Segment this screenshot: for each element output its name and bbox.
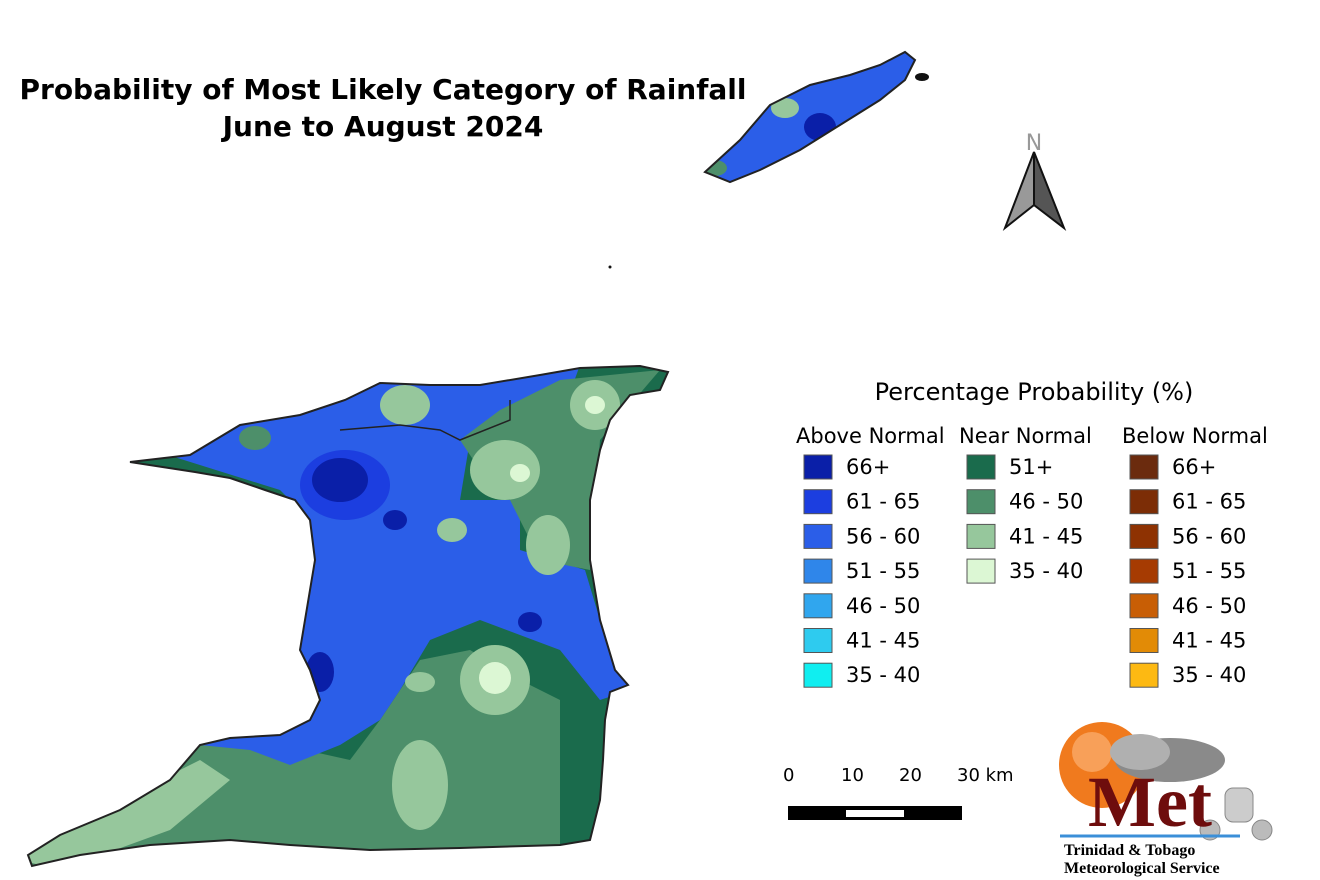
legend-label: 61 - 65 xyxy=(846,490,920,514)
legend-label: 51 - 55 xyxy=(846,559,920,583)
legend-label: 41 - 45 xyxy=(1172,629,1246,653)
legend: Above Normal 66+ 61 - 65 56 - 60 51 - 55 46 -… xyxy=(796,424,1268,688)
legend-swatch xyxy=(803,558,833,584)
legend-swatch xyxy=(1129,454,1159,480)
tobago-outline xyxy=(703,50,917,184)
legend-swatch xyxy=(803,593,833,619)
legend-swatch xyxy=(966,558,996,584)
legend-swatch xyxy=(803,523,833,549)
legend-group: Below Normal xyxy=(1122,424,1268,448)
islet xyxy=(915,73,929,81)
legend-label: 41 - 45 xyxy=(1009,524,1083,548)
logo-line1: Trinidad & Tobago xyxy=(1064,842,1195,859)
legend-group: Near Normal xyxy=(959,424,1092,448)
tobago xyxy=(705,52,915,182)
north-label: N xyxy=(1026,131,1042,156)
legend-label: 51 - 55 xyxy=(1172,559,1246,583)
logo-mark: Met xyxy=(1088,762,1212,842)
legend-swatch xyxy=(966,489,996,515)
legend-swatch xyxy=(1129,523,1159,549)
legend-swatch xyxy=(966,523,996,549)
legend-swatch xyxy=(803,628,833,653)
title-line1: Probability of Most Likely Category of R… xyxy=(19,73,746,106)
legend-label: 46 - 50 xyxy=(1009,490,1083,514)
legend-swatch xyxy=(1129,558,1159,584)
legend-label: 66+ xyxy=(846,455,890,479)
legend-label: 46 - 50 xyxy=(1172,594,1246,618)
trinidad xyxy=(28,366,668,866)
logo-line2: Meteorological Service xyxy=(1064,860,1220,877)
legend-label: 61 - 65 xyxy=(1172,490,1246,514)
scale-label: 10 xyxy=(841,765,864,786)
legend-label: 56 - 60 xyxy=(846,524,920,548)
legend-label: 56 - 60 xyxy=(1172,524,1246,548)
logo: Met Trinidad & Tobago Meteorological Ser… xyxy=(1059,722,1273,877)
legend-swatch xyxy=(1129,628,1159,653)
legend-swatch xyxy=(1129,593,1159,619)
scale-bar: 0 10 20 30 km xyxy=(783,765,1014,820)
legend-label: 35 - 40 xyxy=(1172,663,1246,687)
legend-label: 46 - 50 xyxy=(846,594,920,618)
legend-label: 35 - 40 xyxy=(846,663,920,687)
legend-title: Percentage Probability (%) xyxy=(875,378,1194,406)
legend-label: 51+ xyxy=(1009,455,1053,479)
legend-swatch xyxy=(803,454,833,480)
scale-label: 30 km xyxy=(957,765,1014,786)
scale-label: 0 xyxy=(783,765,794,786)
legend-swatch xyxy=(966,454,996,480)
legend-label: 41 - 45 xyxy=(846,629,920,653)
trinidad-outline xyxy=(26,364,670,868)
legend-label: 35 - 40 xyxy=(1009,559,1083,583)
islet xyxy=(608,265,612,269)
legend-label: 66+ xyxy=(1172,455,1216,479)
legend-swatch xyxy=(803,489,833,515)
legend-group: Above Normal xyxy=(796,424,945,448)
north-arrow: N xyxy=(1002,131,1067,232)
legend-swatch xyxy=(1129,662,1159,688)
scale-label: 20 xyxy=(899,765,922,786)
title-line2: June to August 2024 xyxy=(221,110,544,143)
legend-swatch xyxy=(1129,489,1159,515)
legend-swatch xyxy=(803,662,833,688)
